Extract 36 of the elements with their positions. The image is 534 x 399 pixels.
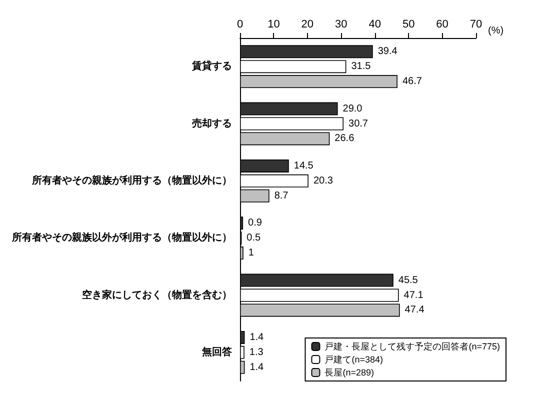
legend-label: 長屋(n=289) xyxy=(324,368,374,378)
y-tick-label: 所有者やその親族が利用する（物置以外に） xyxy=(31,174,232,186)
y-tick-label: 空き家にしておく（物置を含む） xyxy=(82,288,232,301)
legend-label: 戸建・長屋として残す予定の回答者(n=775) xyxy=(324,342,500,352)
x-tick-label: 0 xyxy=(236,18,244,30)
data-label: 20.3 xyxy=(313,175,334,186)
data-label: 1.3 xyxy=(249,346,264,358)
y-tick-label: 所有者やその親族以外が利用する（物置以外に） xyxy=(11,232,232,244)
y-tick-label: 売却する xyxy=(192,117,232,130)
data-label: 1.4 xyxy=(250,332,264,343)
data-label: 8.7 xyxy=(274,190,289,202)
data-label: 14.5 xyxy=(294,160,314,172)
data-label: 0.9 xyxy=(248,218,262,229)
x-axis-title: (%) xyxy=(488,26,504,36)
data-label: 30.7 xyxy=(348,118,368,130)
legend-label: 戸建て(n=384) xyxy=(324,354,384,364)
data-label: 29.0 xyxy=(342,103,363,114)
data-label: 1.4 xyxy=(250,362,264,373)
data-label: 31.5 xyxy=(351,61,372,72)
data-label: 26.6 xyxy=(334,133,355,144)
data-label: 0.5 xyxy=(246,232,262,244)
x-tick-label: 10 xyxy=(268,18,280,30)
data-label: 46.7 xyxy=(402,76,422,88)
data-label: 47.4 xyxy=(404,304,425,316)
x-tick-label: 20 xyxy=(301,18,314,30)
x-tick-label: 40 xyxy=(368,18,381,30)
x-tick-label: 70 xyxy=(470,18,482,30)
y-tick-label: 賃貸する xyxy=(191,60,232,72)
data-label: 45.5 xyxy=(398,274,418,286)
x-tick-label: 50 xyxy=(402,18,415,30)
y-tick-label: 無回答 xyxy=(201,346,233,358)
x-tick-label: 60 xyxy=(436,18,448,30)
x-tick-label: 30 xyxy=(335,18,348,30)
data-label: 39.4 xyxy=(378,46,398,58)
data-label: 47.1 xyxy=(404,290,424,301)
data-label: 1 xyxy=(248,248,254,259)
